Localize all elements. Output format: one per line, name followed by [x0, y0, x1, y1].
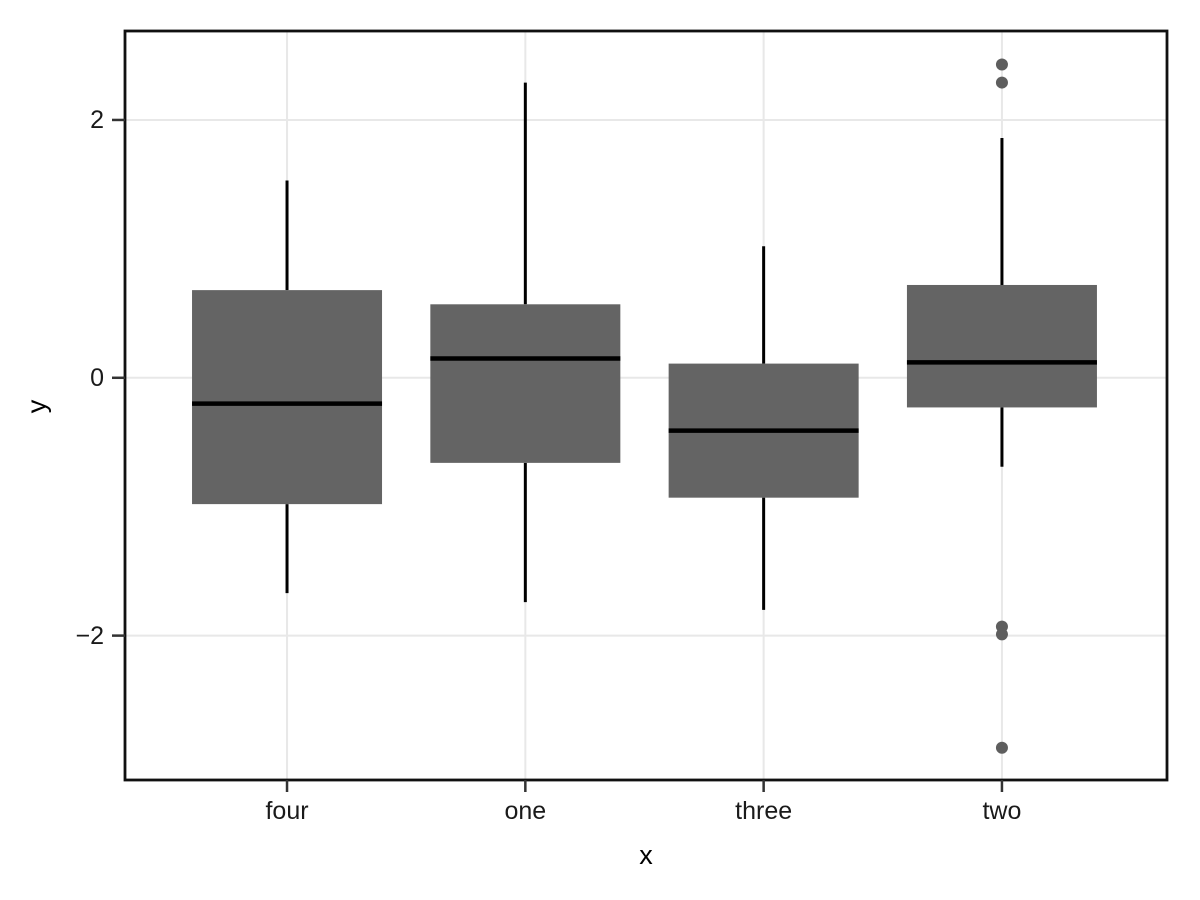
box-four — [192, 290, 383, 505]
x-tick-label: one — [504, 797, 547, 825]
x-tick-label: three — [735, 797, 793, 825]
x-axis-title: x — [639, 840, 653, 870]
y-tick-label: −2 — [75, 621, 104, 650]
box-one — [430, 304, 621, 463]
box-two — [906, 284, 1097, 408]
outlier-point-two — [995, 76, 1008, 89]
y-tick-label: 2 — [90, 105, 104, 134]
x-tick-label: four — [265, 797, 309, 825]
panel-border — [123, 29, 1169, 782]
outlier-point-two — [995, 741, 1008, 754]
outlier-point-two — [995, 628, 1008, 641]
y-axis-title: y — [21, 399, 52, 413]
x-tick-label: two — [982, 797, 1022, 825]
outlier-point-two — [995, 58, 1008, 71]
y-tick-label: 0 — [90, 363, 104, 392]
